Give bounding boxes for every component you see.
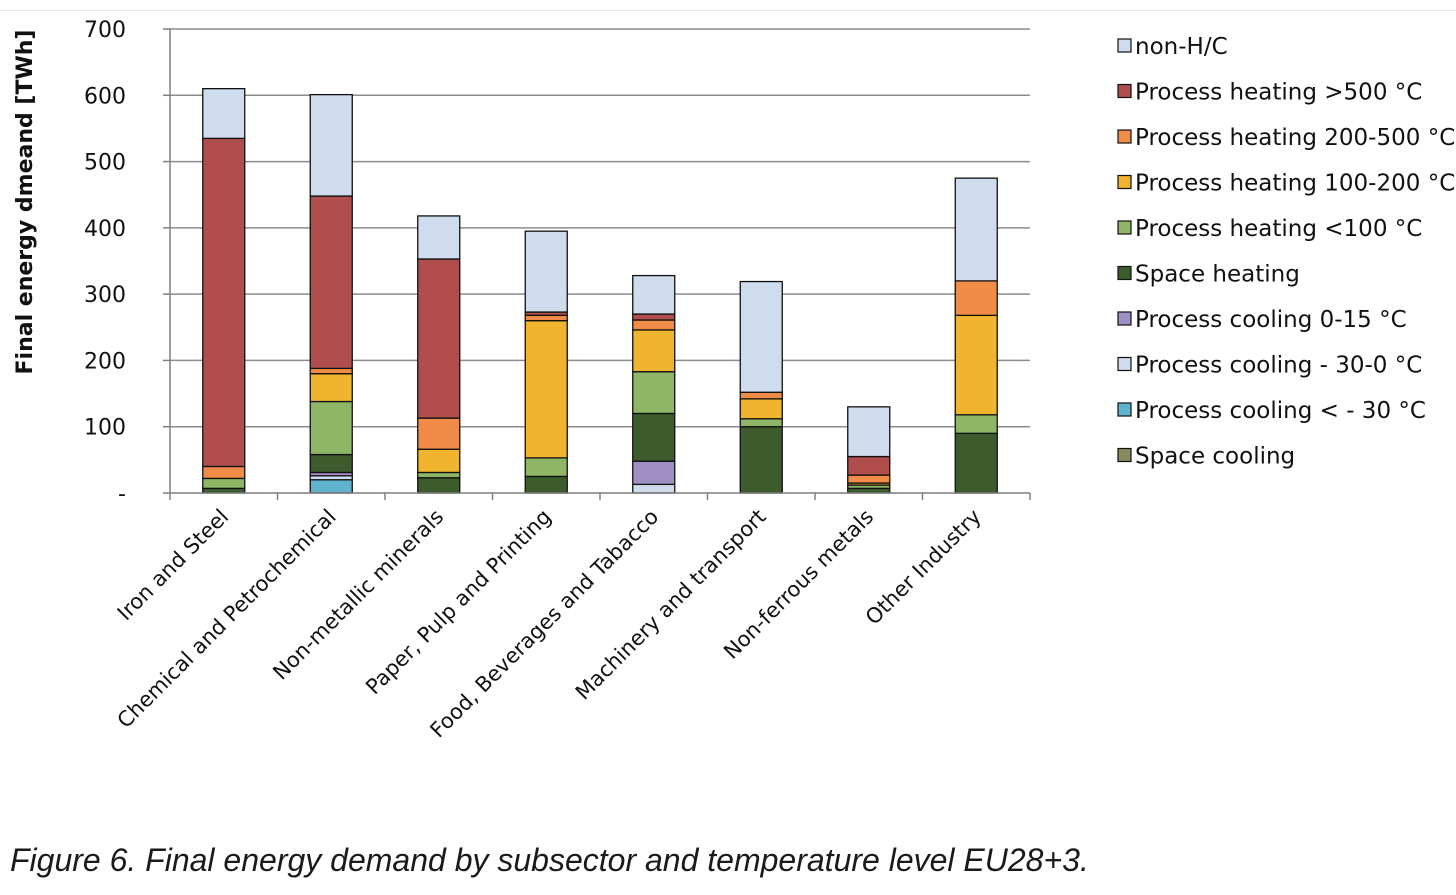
x-tick-label: Non-metallic minerals [268,505,448,685]
bar-segment [202,137,246,468]
bar-segment [309,195,353,370]
bar-segment [632,460,676,486]
bar-segment [954,432,998,494]
bar-segment [309,367,353,375]
bar-segment [847,406,891,458]
bar-segment [524,230,568,313]
gridlines [170,28,1030,428]
x-tick-label: Machinery and transport [571,505,771,705]
bar-segment [524,320,568,459]
bar-segment [954,314,998,416]
legend-swatch [1117,356,1132,372]
legend-swatch [1117,402,1132,417]
top-divider [0,0,1456,11]
axes [163,28,1031,500]
bar-segment [417,448,461,474]
bar-segment [202,88,246,140]
bar-segment [524,314,568,322]
bar-segment [309,453,353,474]
legend-swatch [1117,83,1132,99]
bar-segment [417,477,461,494]
y-tick-label: - [118,482,126,507]
legend-entry: Process cooling 0-15 °C [1135,307,1407,333]
bar-segment [632,319,676,331]
bar-segment [739,426,783,494]
bar-segment [202,465,246,480]
bar-segment [954,177,998,282]
legend-entry: Space cooling [1135,444,1295,470]
bar-segment [309,479,353,494]
bar-segment [632,412,676,462]
legend-swatch [1117,265,1132,281]
figure-caption: Figure 6. Final energy demand by subsect… [10,842,1089,878]
bar-segment [847,474,891,484]
y-tick-label: 400 [84,217,126,242]
bar-segment [739,398,783,420]
bar-segment [632,329,676,373]
legend-swatch [1117,311,1132,326]
bar-segment [632,274,676,315]
bar-segment [202,477,246,490]
bar-segment [954,414,998,434]
legend-swatch [1117,174,1132,190]
bar-segment [847,455,891,476]
legend-entry: Space heating [1135,262,1300,288]
y-tick-label: 300 [84,283,126,308]
bar-segment [524,457,568,478]
stacked-bar-chart: - 100 200 300 400 500 600 700 Iron and SteelChe… [13,18,1455,743]
bar-segment [632,371,676,415]
bar-segment [309,373,353,403]
bar-segment [739,391,783,400]
y-tick-label: 200 [84,349,126,374]
y-tick-label: 100 [84,416,126,441]
bar-segment [739,418,783,428]
x-tick-label: Paper, Pulp and Printing [361,505,556,700]
bar-segment [632,313,676,321]
legend-swatch [1117,38,1132,53]
x-tick-label: Other Industry [861,505,986,630]
y-tick-label: 700 [84,18,126,43]
legend-entry: Process heating 100-200 °C [1135,171,1455,197]
legend-swatch [1117,220,1132,235]
legend-entry: Process heating 200-500 °C [1135,125,1455,151]
bar-segment [309,93,353,197]
x-tick-label: Chemical and Petrochemical [113,505,341,733]
bar-segment [524,475,568,494]
legend-entry: non-H/C [1135,34,1228,60]
bar-segment [954,280,998,317]
bar-segment [309,400,353,456]
bar-segment [632,483,676,494]
bars [202,88,998,494]
legend-swatch [1117,129,1132,144]
bar-segment [417,258,461,419]
legend-entry: Process cooling - 30-0 °C [1135,353,1422,379]
y-tick-labels: - 100 200 300 400 500 600 700 [84,18,126,507]
x-tick-label: Food, Beverages and Tabacco [425,505,663,743]
y-tick-label: 500 [84,151,126,176]
legend-entry: Process cooling < - 30 °C [1135,398,1426,424]
legend-entry: Process heating <100 °C [1135,216,1422,242]
legend-swatch [1117,447,1132,463]
y-tick-label: 600 [84,84,126,109]
legend-entry: Process heating >500 °C [1135,80,1422,106]
bar-segment [739,280,783,393]
bar-segment [417,417,461,450]
bar-segment [417,215,461,260]
x-tick-label: Iron and Steel [113,505,234,626]
legend: non-H/C Process heating >500 °C Process he… [1117,34,1455,470]
bar-segment [417,471,461,479]
y-axis-title: Final energy dmeand [TWh] [13,30,38,375]
